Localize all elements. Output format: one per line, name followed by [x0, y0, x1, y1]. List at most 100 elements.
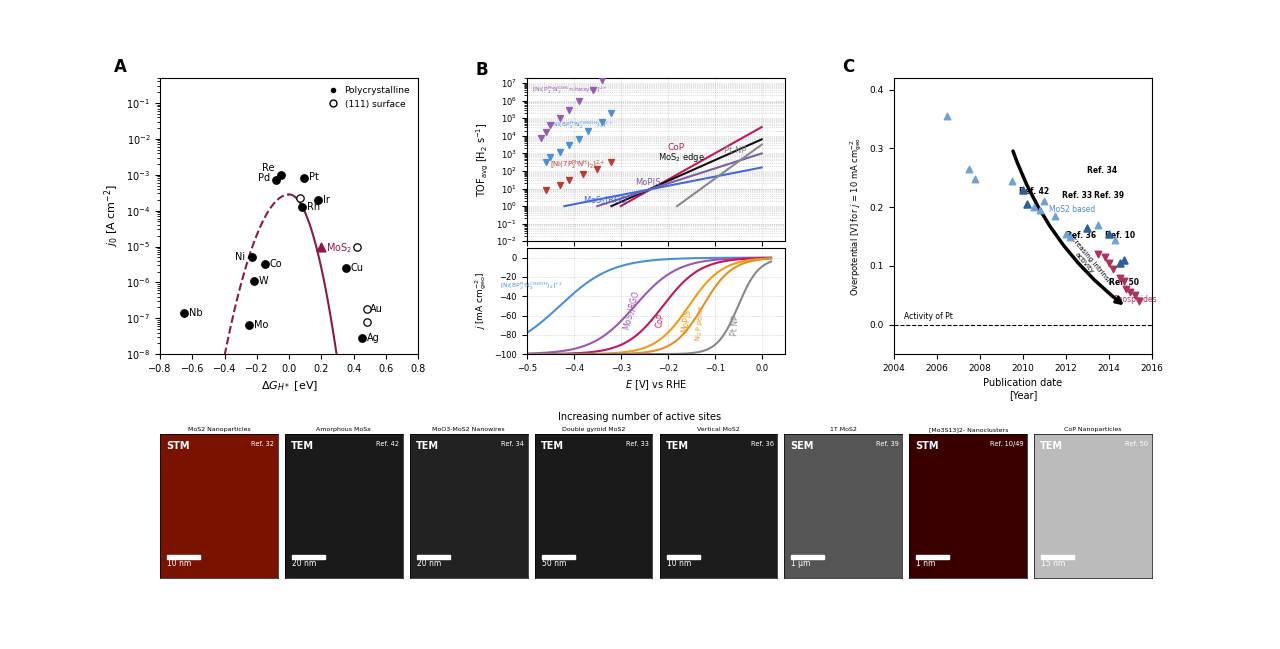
Point: [174, 308, 195, 318]
Text: Ag: Ag: [366, 333, 379, 343]
Text: TEM: TEM: [540, 441, 563, 451]
Point: [568, 134, 589, 145]
Text: 1 nm: 1 nm: [916, 559, 936, 568]
Point: [1012, 184, 1033, 195]
Point: [540, 152, 561, 162]
Point: [308, 195, 329, 205]
Text: Re: Re: [262, 164, 275, 173]
Text: TEM: TEM: [291, 441, 314, 451]
Point: [577, 125, 598, 136]
Text: Pt NP: Pt NP: [731, 315, 741, 336]
Point: [1114, 255, 1134, 265]
Bar: [667, 556, 700, 559]
Text: Cu: Cu: [351, 263, 364, 273]
Text: 20 nm: 20 nm: [292, 559, 316, 568]
Y-axis label: $j_0$ [A cm$^{-2}$]: $j_0$ [A cm$^{-2}$]: [102, 184, 120, 247]
Point: [1078, 223, 1098, 233]
Point: [1078, 223, 1098, 233]
Point: [292, 202, 312, 212]
Text: Phosphides: Phosphides: [1114, 295, 1157, 304]
Point: [1098, 228, 1119, 239]
Point: [535, 185, 556, 195]
Point: [591, 75, 612, 85]
Text: MoP|S: MoP|S: [681, 308, 692, 332]
X-axis label: Publication date
[Year]: Publication date [Year]: [983, 378, 1062, 400]
Point: [356, 317, 376, 327]
Text: W: W: [259, 276, 268, 286]
Point: [255, 259, 275, 269]
Bar: [292, 556, 325, 559]
Text: 50 nm: 50 nm: [541, 559, 566, 568]
Point: [568, 95, 589, 106]
Point: [293, 173, 314, 184]
Point: [238, 320, 259, 330]
Point: [1016, 199, 1037, 210]
Text: 1 μm: 1 μm: [791, 559, 810, 568]
Text: A: A: [114, 58, 127, 77]
Point: [1110, 273, 1130, 283]
Point: [535, 157, 556, 167]
Point: [335, 263, 356, 273]
Point: [271, 169, 292, 180]
Point: [1110, 258, 1130, 268]
Bar: [791, 556, 824, 559]
Text: Pt NP: Pt NP: [724, 147, 746, 155]
Point: [1056, 228, 1076, 239]
Text: TEM: TEM: [1041, 441, 1064, 451]
Point: [1012, 184, 1033, 195]
Text: Rh: Rh: [307, 202, 320, 212]
Point: [559, 104, 580, 115]
Point: [1120, 288, 1140, 298]
Text: Increasing intrinsic
activity: Increasing intrinsic activity: [1061, 231, 1114, 291]
Point: [582, 85, 603, 95]
Text: Ref. 50: Ref. 50: [1125, 441, 1148, 447]
Text: $[\mathrm{Ni(8P_2^{Ph}N_2^{C_6H_4OH})_2}]^{+2}$: $[\mathrm{Ni(8P_2^{Ph}N_2^{C_6H_4OH})_2}…: [500, 281, 563, 292]
Text: SEM: SEM: [790, 441, 814, 451]
Text: Ref. 34: Ref. 34: [1088, 166, 1117, 175]
Text: Ref. 36: Ref. 36: [751, 441, 774, 447]
Text: TEM: TEM: [666, 441, 689, 451]
Point: [937, 111, 957, 121]
Point: [1088, 219, 1108, 230]
Point: [356, 304, 376, 315]
Point: [1002, 176, 1023, 186]
Point: [1103, 263, 1124, 274]
Point: [1125, 290, 1146, 300]
Point: [549, 113, 570, 123]
Text: Ni$_2$P pellet: Ni$_2$P pellet: [694, 304, 708, 342]
Point: [965, 174, 986, 184]
Text: MoS2 based: MoS2 based: [1048, 205, 1094, 214]
Point: [1110, 258, 1130, 268]
Title: 1T MoS2: 1T MoS2: [829, 427, 856, 432]
Text: C: C: [842, 58, 854, 77]
Text: Ref. 42: Ref. 42: [376, 441, 399, 447]
Point: [1116, 284, 1137, 295]
Text: MoS$_2$: MoS$_2$: [326, 241, 352, 254]
Point: [559, 140, 580, 150]
Point: [588, 164, 608, 175]
Text: Ref. 10/49: Ref. 10/49: [989, 441, 1024, 447]
Bar: [417, 556, 449, 559]
Point: [959, 164, 979, 174]
Text: MoS$_2$ edge: MoS$_2$ edge: [658, 151, 705, 164]
Point: [1060, 232, 1080, 242]
Text: Ref. 36: Ref. 36: [1066, 231, 1096, 239]
Bar: [168, 556, 200, 559]
Text: Activity of Pt: Activity of Pt: [905, 312, 954, 321]
Text: CoP: CoP: [668, 143, 685, 152]
Text: Ref. 10: Ref. 10: [1105, 231, 1135, 239]
Point: [559, 175, 580, 185]
Text: 10 nm: 10 nm: [168, 559, 191, 568]
Title: CoP Nanoparticles: CoP Nanoparticles: [1065, 427, 1121, 432]
Y-axis label: TOF$_\mathrm{avg}$ [H$_2$ s$^{-1}$]: TOF$_\mathrm{avg}$ [H$_2$ s$^{-1}$]: [475, 122, 490, 197]
Bar: [1041, 556, 1074, 559]
Point: [1105, 234, 1125, 245]
Title: MoO3-MoS2 Nanowires: MoO3-MoS2 Nanowires: [433, 427, 506, 432]
Text: Ref. 34: Ref. 34: [500, 441, 524, 447]
Text: Ref. 32: Ref. 32: [251, 441, 274, 447]
Point: [347, 241, 367, 252]
Title: [Mo3S13]2- Nanoclusters: [Mo3S13]2- Nanoclusters: [928, 427, 1007, 432]
Text: Ref. 39: Ref. 39: [1094, 191, 1124, 201]
Text: MoP|S: MoP|S: [635, 178, 660, 187]
Text: Increasing number of active sites: Increasing number of active sites: [558, 411, 722, 422]
